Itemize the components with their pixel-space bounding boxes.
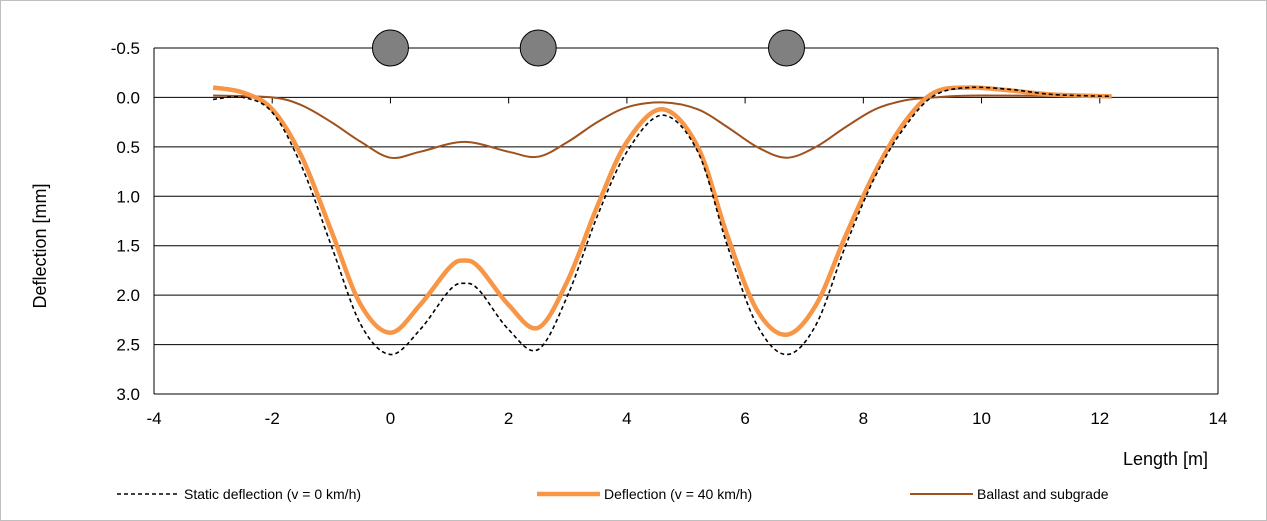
x-tick-label: 2 — [504, 409, 513, 428]
y-tick-label: 0.5 — [116, 138, 140, 157]
series-line-static — [213, 86, 1112, 356]
y-axis-title: Deflection [mm] — [30, 183, 50, 308]
wheel-layer — [371, 29, 805, 67]
y-tick-label: 2.5 — [116, 336, 140, 355]
wheel-marker — [519, 29, 557, 67]
legend-label-deflection: Deflection (v = 40 km/h) — [604, 486, 752, 502]
grid-layer — [153, 47, 1219, 395]
wheel-marker — [767, 29, 805, 67]
series-line-deflection — [212, 85, 1112, 337]
legend-label-static: Static deflection (v = 0 km/h) — [184, 486, 361, 502]
x-tick-label: -2 — [265, 409, 280, 428]
x-tick-label: 0 — [386, 409, 395, 428]
x-tick-label: -4 — [146, 409, 161, 428]
x-axis-title: Length [m] — [1123, 449, 1208, 469]
legend: Static deflection (v = 0 km/h) Deflection… — [117, 486, 1109, 502]
legend-label-ballast: Ballast and subgrade — [977, 486, 1109, 502]
wheel-marker — [371, 29, 409, 67]
series-layer — [212, 85, 1112, 356]
x-tick-label: 10 — [972, 409, 991, 428]
y-tick-label: -0.5 — [111, 39, 140, 58]
x-tick-label: 14 — [1209, 409, 1228, 428]
x-tick-label: 8 — [859, 409, 868, 428]
y-tick-label: 3.0 — [116, 385, 140, 404]
x-tick-label: 12 — [1090, 409, 1109, 428]
x-tick-label: 6 — [740, 409, 749, 428]
x-tick-label: 4 — [622, 409, 631, 428]
y-tick-label: 1.5 — [116, 237, 140, 256]
y-tick-label: 2.0 — [116, 286, 140, 305]
tick-layer: -0.5 0.0 0.5 1.0 1.5 2.0 2.5 3.0 -4 -2 0 2 4 6 8 10 12 14 — [111, 39, 1228, 428]
y-tick-label: 0.0 — [116, 88, 140, 107]
y-tick-label: 1.0 — [116, 187, 140, 206]
series-line-ballast — [213, 94, 1112, 160]
